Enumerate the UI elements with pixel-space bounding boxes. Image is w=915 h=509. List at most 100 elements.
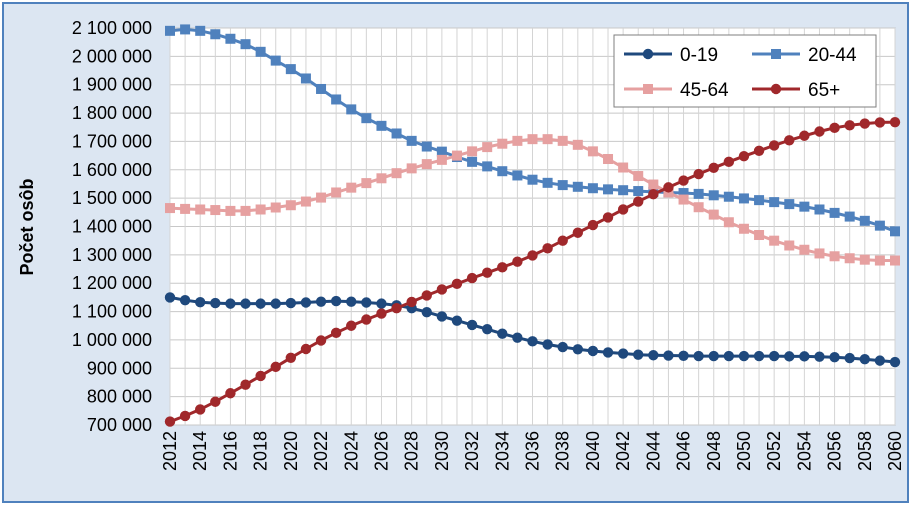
data-point bbox=[874, 117, 886, 128]
y-tick-label: 1 000 000 bbox=[72, 330, 152, 350]
data-point bbox=[678, 175, 689, 186]
data-point bbox=[633, 186, 644, 197]
data-point bbox=[527, 336, 538, 347]
data-point bbox=[466, 319, 478, 331]
y-tick-label: 1 700 000 bbox=[72, 131, 152, 151]
data-point bbox=[195, 25, 206, 36]
legend-entry: 45-64 bbox=[624, 80, 729, 101]
data-point bbox=[587, 219, 599, 231]
data-point bbox=[859, 215, 870, 226]
data-point bbox=[572, 227, 584, 238]
data-point bbox=[165, 203, 175, 214]
data-point bbox=[436, 311, 448, 322]
data-point bbox=[829, 207, 840, 218]
x-tick-label: 2020 bbox=[281, 431, 301, 471]
data-point bbox=[618, 162, 629, 173]
data-point bbox=[270, 202, 281, 213]
data-point bbox=[663, 350, 674, 361]
legend-label: 65+ bbox=[808, 80, 840, 101]
data-point bbox=[799, 201, 810, 212]
y-tick-label: 800 000 bbox=[87, 387, 152, 407]
data-point bbox=[421, 159, 432, 170]
data-point bbox=[225, 33, 236, 44]
x-tick-label: 2032 bbox=[462, 431, 482, 471]
data-point bbox=[693, 202, 704, 213]
data-point bbox=[255, 370, 266, 382]
data-point bbox=[210, 396, 221, 407]
series-65+ bbox=[164, 116, 901, 427]
data-point bbox=[270, 55, 281, 66]
x-tick-label: 2038 bbox=[553, 431, 573, 471]
series-45-64 bbox=[165, 134, 900, 266]
data-point bbox=[330, 295, 342, 307]
data-point bbox=[723, 217, 734, 228]
data-point bbox=[391, 128, 402, 139]
data-point bbox=[240, 205, 251, 216]
data-point bbox=[708, 190, 719, 201]
legend-label: 0-19 bbox=[680, 45, 718, 66]
data-point bbox=[421, 306, 432, 318]
data-point bbox=[481, 267, 493, 278]
data-point bbox=[346, 320, 357, 331]
data-point bbox=[814, 248, 825, 259]
data-point bbox=[179, 295, 191, 306]
x-tick-label: 2034 bbox=[492, 431, 512, 471]
series-20-44 bbox=[165, 24, 900, 237]
data-point bbox=[753, 145, 765, 156]
data-point bbox=[391, 168, 402, 179]
series-lines bbox=[164, 24, 901, 427]
data-point bbox=[285, 64, 296, 75]
data-point bbox=[754, 230, 765, 241]
x-tick-label: 2028 bbox=[402, 431, 422, 471]
data-point bbox=[195, 297, 206, 308]
x-tick-label: 2012 bbox=[160, 431, 180, 471]
data-point bbox=[406, 135, 417, 146]
y-tick-label: 1 800 000 bbox=[72, 103, 152, 123]
data-point bbox=[376, 120, 387, 131]
data-point bbox=[890, 226, 900, 237]
data-point bbox=[436, 284, 448, 295]
data-point bbox=[542, 243, 553, 254]
data-point bbox=[391, 302, 402, 314]
data-point bbox=[497, 166, 508, 177]
data-point bbox=[451, 315, 463, 326]
x-tick-label: 2016 bbox=[220, 431, 240, 471]
legend-entry: 0-19 bbox=[624, 45, 718, 66]
data-point bbox=[799, 244, 810, 255]
data-point bbox=[376, 308, 387, 319]
y-tick-label: 1 200 000 bbox=[72, 273, 152, 293]
x-tick-label: 2026 bbox=[371, 431, 391, 471]
data-point bbox=[346, 182, 357, 193]
data-point bbox=[512, 170, 523, 181]
data-point bbox=[285, 297, 297, 309]
data-point bbox=[240, 379, 251, 390]
data-point bbox=[421, 290, 432, 301]
y-tick-label: 1 600 000 bbox=[72, 160, 152, 180]
data-point bbox=[557, 235, 568, 246]
data-point bbox=[542, 339, 553, 350]
data-point bbox=[497, 328, 508, 339]
data-point bbox=[769, 235, 780, 246]
data-point bbox=[361, 178, 372, 189]
data-point bbox=[874, 220, 885, 231]
data-point bbox=[678, 194, 689, 205]
data-point bbox=[693, 188, 704, 199]
data-point bbox=[255, 46, 266, 57]
data-point bbox=[225, 205, 236, 216]
legend-entry: 20-44 bbox=[752, 45, 857, 66]
legend: 0-19 20-44 45-64 65+ bbox=[613, 34, 877, 108]
data-point bbox=[874, 255, 885, 266]
data-point bbox=[285, 200, 296, 211]
data-point bbox=[572, 344, 584, 355]
data-point bbox=[768, 140, 780, 151]
legend-entry: 65+ bbox=[752, 80, 840, 101]
data-point bbox=[436, 146, 447, 157]
data-point bbox=[723, 156, 735, 168]
data-point bbox=[648, 188, 659, 200]
data-point bbox=[844, 352, 855, 364]
data-point bbox=[542, 177, 553, 188]
x-tick-label: 2060 bbox=[885, 431, 905, 471]
data-point bbox=[210, 205, 221, 216]
data-point bbox=[481, 323, 493, 335]
